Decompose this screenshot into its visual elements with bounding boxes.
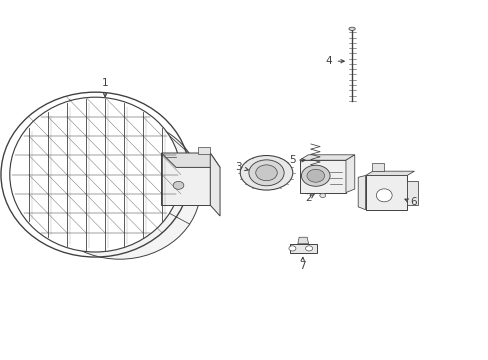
- Polygon shape: [357, 175, 365, 210]
- Bar: [289, 244, 316, 253]
- Ellipse shape: [39, 119, 200, 259]
- Bar: [299, 160, 346, 193]
- Ellipse shape: [10, 97, 181, 252]
- Ellipse shape: [301, 165, 329, 186]
- Ellipse shape: [306, 169, 324, 182]
- Polygon shape: [406, 181, 417, 204]
- Ellipse shape: [348, 27, 354, 31]
- Ellipse shape: [248, 160, 284, 186]
- Bar: [198, 147, 210, 154]
- Polygon shape: [161, 153, 220, 167]
- Ellipse shape: [255, 165, 277, 181]
- Ellipse shape: [240, 156, 292, 190]
- Polygon shape: [299, 155, 354, 160]
- Text: 5: 5: [288, 155, 295, 165]
- Bar: [371, 163, 384, 171]
- Ellipse shape: [173, 181, 183, 189]
- Polygon shape: [365, 171, 414, 175]
- Bar: [365, 175, 406, 210]
- Text: 3: 3: [235, 162, 242, 172]
- Ellipse shape: [288, 246, 295, 251]
- Bar: [161, 153, 210, 205]
- Text: 4: 4: [325, 56, 331, 66]
- Ellipse shape: [376, 189, 391, 202]
- Text: 2: 2: [304, 193, 311, 203]
- Polygon shape: [297, 237, 308, 244]
- Polygon shape: [210, 153, 220, 216]
- Polygon shape: [346, 155, 354, 193]
- Ellipse shape: [319, 193, 325, 198]
- Text: 1: 1: [102, 78, 108, 88]
- Ellipse shape: [305, 246, 312, 251]
- Text: 6: 6: [409, 197, 416, 207]
- Text: 7: 7: [298, 261, 305, 271]
